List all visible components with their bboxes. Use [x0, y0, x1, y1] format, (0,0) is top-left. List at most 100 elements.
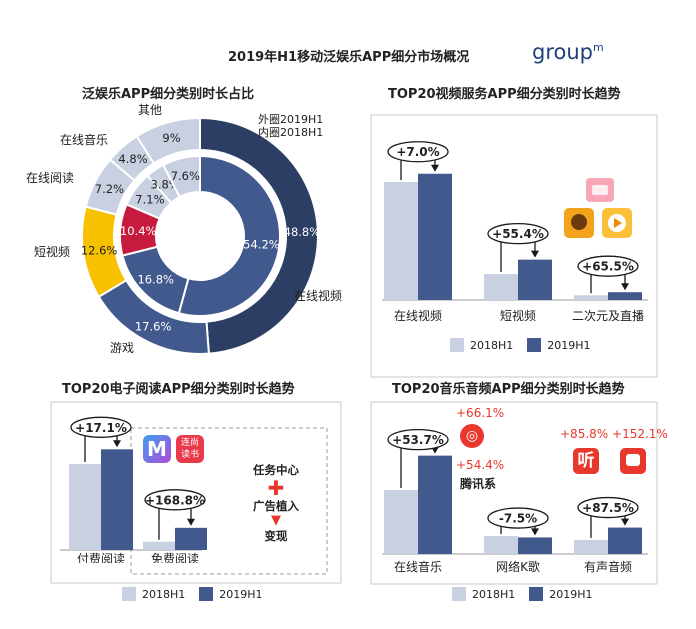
- inner-label-1: 16.8%: [137, 272, 174, 286]
- bar-2018-0: [384, 490, 418, 554]
- inner-slice-0: [177, 154, 281, 317]
- inner-label-3: 7.1%: [135, 192, 164, 206]
- bar-2018-0: [384, 182, 418, 300]
- video-bar-chart: 在线视频 +7.0% 短视频 +55.4% 二次元及直播 +65.5%: [382, 141, 648, 323]
- bar-2019-2: [608, 292, 642, 300]
- legend-label-2018: 2018H1: [470, 338, 514, 352]
- reading-panel-frame: [50, 401, 342, 584]
- music-panel-frame: [370, 401, 658, 585]
- bar-2019-1: [518, 259, 552, 300]
- donut-category-1: 游戏: [110, 341, 134, 355]
- category-label-0: 在线视频: [394, 308, 442, 323]
- bar-2018-0: [69, 464, 101, 550]
- growth-label-1: -7.5%: [499, 512, 537, 526]
- growth-arrowhead-1: [531, 250, 539, 258]
- ring-legend: 外圈2019H1 内圈2018H1: [258, 113, 323, 139]
- monetization-flow: 任务中心 ✚ 广告植入 ▼ 变现: [236, 462, 316, 544]
- ximalaya-growth: +152.1%: [612, 427, 668, 441]
- outer-slice-0: [199, 116, 319, 355]
- growth-label-0: +17.1%: [75, 421, 127, 435]
- netease-music-icon: ◎: [460, 424, 484, 448]
- growth-ellipse-1: [144, 489, 206, 511]
- bar-2018-1: [143, 541, 175, 550]
- growth-arrowhead-1: [531, 528, 539, 536]
- growth-ellipse-0: [70, 416, 132, 438]
- lianshang-reading-icon: 连尚 读书: [176, 435, 204, 463]
- reading-legend: 2018H1 2019H1: [122, 587, 263, 601]
- legend-swatch-2018: [122, 587, 136, 601]
- reading-bar-chart: 付费阅读 +17.1% 免费阅读 +168.8%: [60, 416, 207, 563]
- donut-category-3: 在线阅读: [26, 171, 74, 185]
- growth-ellipse-2: [577, 496, 639, 519]
- category-label-1: 网络K歌: [496, 559, 540, 574]
- category-label-0: 在线音乐: [394, 559, 442, 574]
- growth-ellipse-2: [577, 255, 639, 277]
- inner-label-2: 10.4%: [120, 224, 157, 238]
- growth-ellipse-1: [487, 222, 549, 245]
- netease-growth: +66.1%: [456, 406, 505, 420]
- ting-app-icon: 听: [573, 448, 599, 474]
- growth-label-1: +168.8%: [145, 493, 205, 507]
- legend-swatch-2019: [529, 587, 544, 601]
- inner-label-5: 7.6%: [171, 169, 200, 183]
- category-label-2: 有声音频: [584, 559, 632, 574]
- video-app-icons: [564, 178, 632, 238]
- donut-category-2: 短视频: [34, 244, 70, 259]
- lanren-growth: +85.8%: [560, 427, 609, 441]
- growth-label-0: +7.0%: [396, 145, 439, 159]
- outer-label-5: 9%: [162, 131, 180, 145]
- category-label-2: 二次元及直播: [572, 309, 644, 323]
- growth-ellipse-0: [387, 141, 449, 163]
- music-bar-chart: 在线音乐 +53.7% 网络K歌 -7.5% 有声音频 +87.5%: [382, 428, 648, 574]
- category-label-1: 免费阅读: [151, 551, 199, 563]
- groupm-logo: groupm: [532, 40, 604, 64]
- lianshang-icon-text-2: 读书: [180, 450, 199, 460]
- music-legend: 2018H1 2019H1: [452, 587, 593, 601]
- bar-2018-1: [484, 274, 518, 300]
- legend-swatch-2019: [199, 587, 214, 601]
- legend-label-2018: 2018H1: [472, 587, 516, 601]
- legend-swatch-2018: [452, 587, 466, 601]
- growth-arrowhead-2: [621, 283, 629, 291]
- huya-face-icon: [571, 214, 587, 230]
- growth-ellipse-1: [487, 507, 549, 529]
- page-title: 2019年H1移动泛娱乐APP细分市场概况: [228, 50, 470, 65]
- growth-arrowhead-2: [621, 518, 629, 526]
- legend-label-2018: 2018H1: [142, 587, 186, 601]
- arrow-down-icon: ▼: [271, 513, 281, 528]
- video-panel-frame: [370, 114, 658, 378]
- bar-2019-0: [418, 173, 452, 300]
- legend-label-2019: 2019H1: [549, 587, 593, 601]
- growth-label-2: +65.5%: [582, 260, 634, 274]
- donut-category-4: 在线音乐: [60, 132, 108, 147]
- bar-2019-2: [608, 527, 642, 554]
- bar-2018-2: [574, 295, 608, 300]
- category-label-1: 短视频: [500, 308, 536, 323]
- ximalaya-icon: [620, 448, 646, 474]
- outer-slice-5: [135, 116, 201, 165]
- video-title: TOP20视频服务APP细分类别时长趋势: [388, 87, 621, 102]
- category-label-0: 付费阅读: [77, 552, 125, 563]
- tencent-music-growth: +54.4%: [456, 458, 505, 472]
- bar-2018-1: [484, 536, 518, 554]
- growth-label-2: +87.5%: [582, 501, 634, 515]
- donut-title: 泛娱乐APP细分类别时长占比: [82, 87, 255, 102]
- tencent-group-label: 腾讯系: [460, 477, 497, 491]
- music-title: TOP20音乐音频APP细分类别时长趋势: [392, 382, 625, 397]
- outer-label-2: 12.6%: [81, 244, 118, 258]
- audio-app-growth: +85.8% +152.1%: [560, 427, 668, 441]
- mtime-reading-icon: M: [143, 435, 171, 463]
- inner-label-0: 54.2%: [243, 237, 280, 251]
- ad-placement-text: 广告植入: [253, 499, 299, 513]
- growth-arrowhead-1: [187, 518, 195, 526]
- growth-label-1: +55.4%: [492, 227, 544, 241]
- legend-label-2019: 2019H1: [219, 587, 263, 601]
- outer-label-0: 48.8%: [284, 225, 321, 239]
- inner-slice-5: [161, 154, 201, 199]
- bar-2019-1: [175, 527, 207, 550]
- task-center-text: 任务中心: [253, 463, 299, 477]
- outer-label-4: 4.8%: [118, 152, 147, 166]
- growth-arrowhead-0: [431, 164, 439, 172]
- reading-title: TOP20电子阅读APP细分类别时长趋势: [62, 382, 295, 397]
